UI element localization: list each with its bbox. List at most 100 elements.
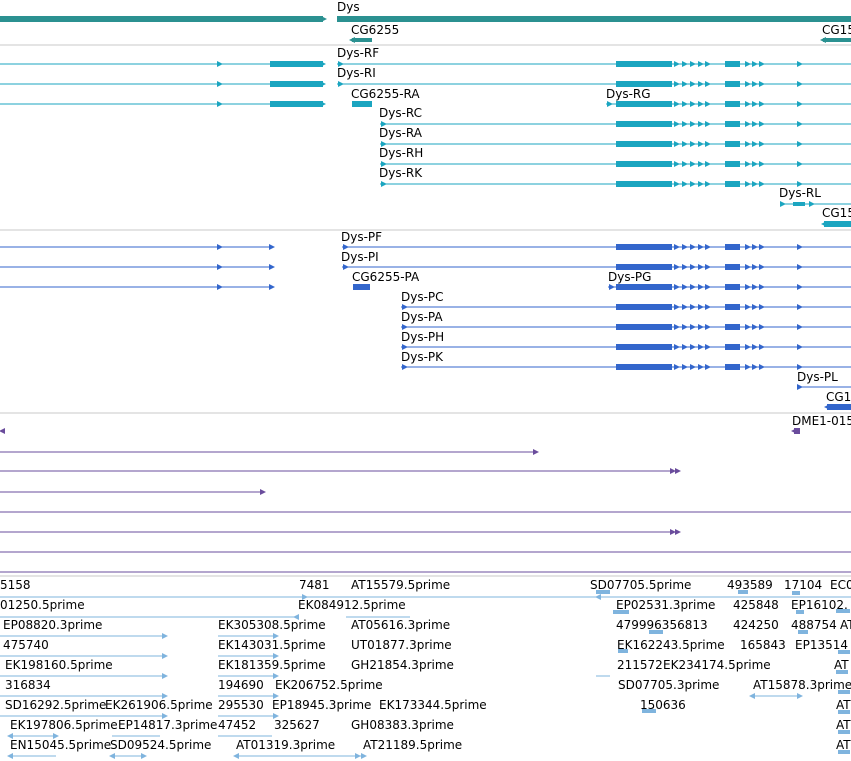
feature-label[interactable]: AT (836, 738, 851, 752)
protein-dys-pg-arrow[interactable] (698, 284, 704, 290)
transcript-dys-rk-arrow[interactable] (759, 181, 765, 187)
protein-cg1-arrow[interactable] (824, 404, 830, 410)
transcript-dys-ri-arrow[interactable] (797, 81, 803, 87)
est-arrow[interactable] (361, 753, 367, 759)
feature-label[interactable]: SD07705.3prime (618, 678, 720, 692)
feature-label[interactable]: 194690 (218, 678, 264, 692)
protein-dys-ph-arrow[interactable] (745, 344, 751, 350)
protein-cg6255-pa[interactable] (353, 284, 370, 290)
transcript-dys-rk-arrow[interactable] (745, 181, 751, 187)
transcript-dys-ra-arrow[interactable] (674, 141, 680, 147)
protein-dys-pi-arrow[interactable] (217, 264, 223, 270)
transcript-dys-ri-exon[interactable] (270, 81, 323, 87)
est-arrow[interactable] (355, 753, 361, 759)
feature-label[interactable]: 150636 (640, 698, 686, 712)
transcript-dys-rh-arrow[interactable] (698, 161, 704, 167)
transcript-dys-rh-exon[interactable] (616, 161, 672, 167)
protein-arrow[interactable] (217, 284, 223, 290)
transcript-dys-rc-arrow[interactable] (705, 121, 711, 127)
protein-dys-ph-segment[interactable] (725, 344, 740, 350)
transcript-dys-rg-exon[interactable] (725, 101, 740, 107)
protein-dys-pf-arrow[interactable] (674, 244, 680, 250)
protein-dys-pg-arrow[interactable] (797, 284, 803, 290)
transcript-cg15-arrow[interactable] (821, 221, 827, 227)
feature-label[interactable]: Dys-RC (379, 106, 423, 120)
protein-dys-pg-arrow[interactable] (705, 284, 711, 290)
est-arrow[interactable] (273, 693, 279, 699)
protein-dys-ph-arrow[interactable] (698, 344, 704, 350)
protein-dys-pi-arrow[interactable] (690, 264, 696, 270)
transcript-dys-rh-arrow[interactable] (682, 161, 688, 167)
transcript-dys-ri-arrow[interactable] (759, 81, 765, 87)
feature-label[interactable]: EP08820.3prime (3, 618, 103, 632)
feature-label[interactable]: 295530 (218, 698, 264, 712)
transcript-dys-rf-arrow[interactable] (338, 61, 344, 67)
protein-dys-ph-arrow[interactable] (402, 344, 408, 350)
transcript-dys-rk-exon[interactable] (616, 181, 672, 187)
transcript-dys-ri-arrow[interactable] (690, 81, 696, 87)
transcript-dys-rl-arrow[interactable] (809, 201, 815, 207)
transcript-cg6255-ra[interactable] (352, 101, 372, 107)
feature-label[interactable]: CG15 (822, 23, 851, 37)
protein-dys-pa-arrow[interactable] (797, 324, 803, 330)
protein-dys-pa-arrow[interactable] (745, 324, 751, 330)
protein-dys-pk-segment[interactable] (725, 364, 740, 370)
transcript-dys-rf-arrow[interactable] (682, 61, 688, 67)
transcript-dys-rf-arrow[interactable] (745, 61, 751, 67)
feature-label[interactable]: CG6255 (351, 23, 400, 37)
protein-dys-pg-arrow[interactable] (690, 284, 696, 290)
transcript-dys-ra-arrow[interactable] (752, 141, 758, 147)
est-arrow[interactable] (162, 633, 168, 639)
est-arrow[interactable] (749, 693, 755, 699)
protein-dys-pa-arrow[interactable] (698, 324, 704, 330)
protein-dys-pf-arrow[interactable] (759, 244, 765, 250)
est-block[interactable] (838, 750, 850, 754)
feature-label[interactable]: 211572 (617, 658, 663, 672)
est-arrow[interactable] (595, 594, 601, 600)
transcript-left-exon[interactable] (270, 101, 323, 107)
transcript-dys-rk-arrow[interactable] (690, 181, 696, 187)
est-block[interactable] (613, 610, 629, 614)
est-arrow[interactable] (162, 653, 168, 659)
feature-label[interactable]: EK198160.5prime (5, 658, 113, 672)
feature-label[interactable]: EK143031.5prime (218, 638, 326, 652)
protein-dys-ph-arrow[interactable] (682, 344, 688, 350)
feature-label[interactable]: 493589 (727, 578, 773, 592)
protein-dys-pi-arrow[interactable] (698, 264, 704, 270)
est-arrow[interactable] (162, 693, 168, 699)
transcript-dys-ri-arrow[interactable] (698, 81, 704, 87)
est-arrow[interactable] (109, 753, 115, 759)
transcript-dys-rg-arrow[interactable] (752, 101, 758, 107)
transcript-dys-rg-arrow[interactable] (705, 101, 711, 107)
feature-label[interactable]: EP14817.3prime (118, 718, 218, 732)
transcript-dys-rg-arrow[interactable] (682, 101, 688, 107)
feature-label[interactable]: EK181359.5prime (218, 658, 326, 672)
transcript-dys-rc-exon[interactable] (616, 121, 672, 127)
protein-dys-ph-arrow[interactable] (674, 344, 680, 350)
transcript-dys-ri-arrow[interactable] (320, 81, 326, 87)
feature-label[interactable]: 17104 (784, 578, 823, 592)
protein-dys-pk-arrow[interactable] (797, 364, 803, 370)
protein-dys-pk-arrow[interactable] (752, 364, 758, 370)
protein-dys-pi-arrow[interactable] (797, 264, 803, 270)
feature-label[interactable]: Dys-RG (606, 87, 651, 101)
feature-label[interactable]: Dys-PL (797, 370, 838, 384)
feature-label[interactable]: EK206752.5prime (275, 678, 383, 692)
protein-dys-pc-arrow[interactable] (698, 304, 704, 310)
est-arrow[interactable] (797, 693, 803, 699)
feature-label[interactable]: CG15 (822, 206, 851, 220)
est-arrow[interactable] (273, 713, 279, 719)
transcript-dys-ra-arrow[interactable] (759, 141, 765, 147)
transcript-dys-ri-arrow[interactable] (705, 81, 711, 87)
protein-dys-pf-arrow[interactable] (682, 244, 688, 250)
gene-dys-left-segment[interactable] (0, 16, 323, 22)
feature-label[interactable]: 7481 (299, 578, 330, 592)
alignment-arrow[interactable] (675, 529, 681, 535)
est-arrow[interactable] (273, 653, 279, 659)
transcript-dys-rg-arrow[interactable] (690, 101, 696, 107)
est-arrow[interactable] (7, 733, 13, 739)
transcript-dys-ra-arrow[interactable] (705, 141, 711, 147)
feature-label[interactable]: AT05616.3prime (351, 618, 451, 632)
transcript-dys-rc-arrow[interactable] (797, 121, 803, 127)
feature-label[interactable]: 316834 (5, 678, 51, 692)
